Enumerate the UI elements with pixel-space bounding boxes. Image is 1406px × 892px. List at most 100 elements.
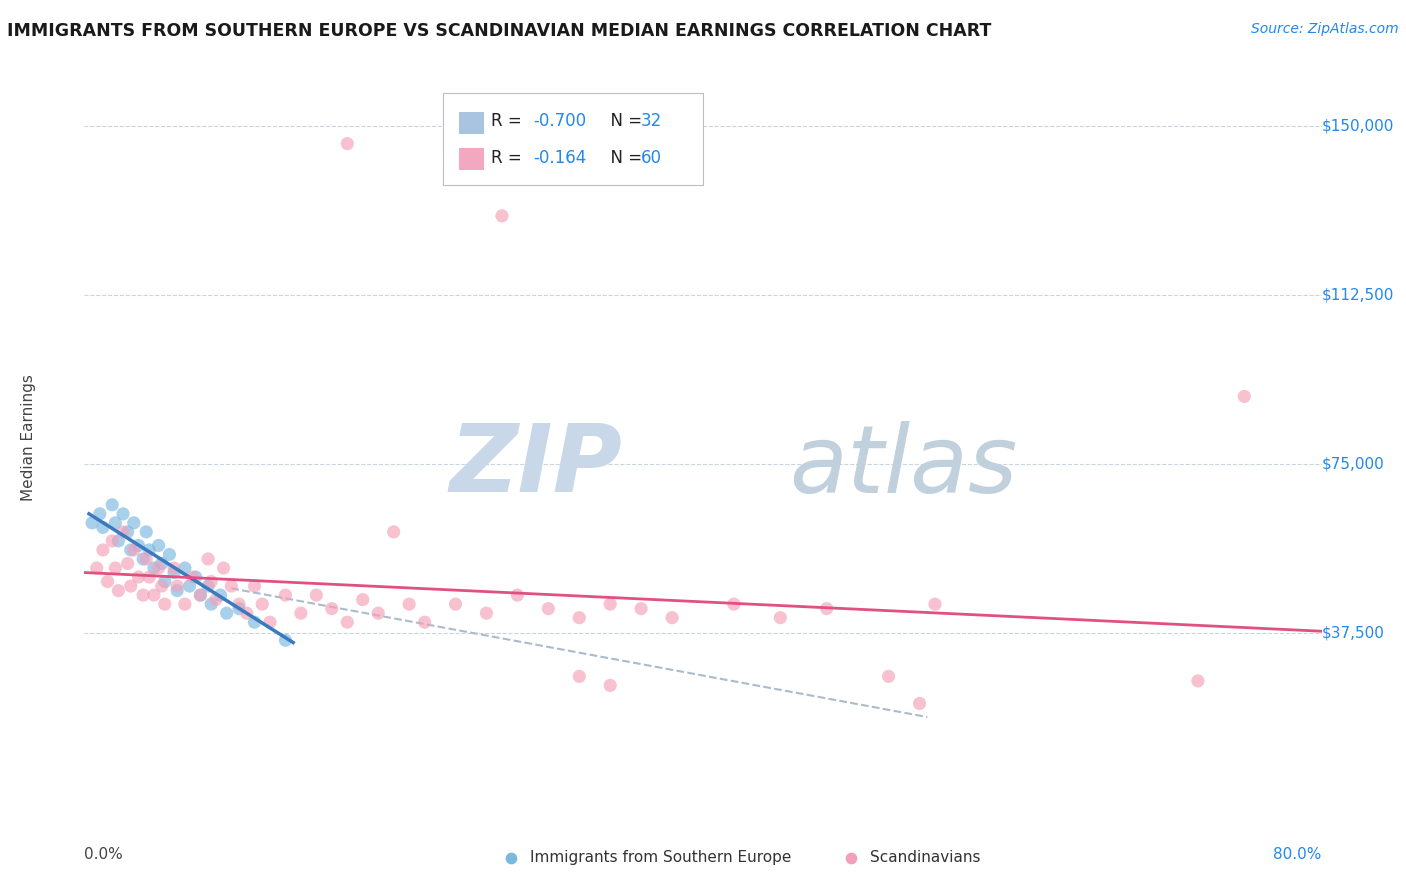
Point: [259, 615, 281, 630]
Point: [908, 697, 931, 711]
Text: $150,000: $150,000: [1322, 118, 1393, 133]
Point: [96, 574, 118, 589]
Point: [82, 516, 104, 530]
Point: [924, 597, 946, 611]
Point: [352, 592, 374, 607]
Point: [491, 209, 513, 223]
Point: [769, 610, 792, 624]
Point: [228, 601, 250, 615]
Point: [290, 606, 312, 620]
Point: [112, 524, 135, 539]
Point: [197, 552, 219, 566]
Point: [166, 583, 188, 598]
Point: [89, 507, 111, 521]
Text: 60: 60: [641, 149, 662, 167]
Text: 32: 32: [641, 112, 662, 130]
Text: Median Earnings: Median Earnings: [21, 374, 37, 500]
Point: [250, 597, 273, 611]
Text: $37,500: $37,500: [1322, 626, 1385, 641]
Point: [159, 548, 180, 562]
Point: [148, 538, 170, 552]
Point: [174, 561, 197, 575]
Point: [122, 543, 145, 558]
Point: [138, 543, 160, 558]
Point: [107, 583, 129, 598]
Point: [599, 597, 621, 611]
Point: [506, 588, 529, 602]
Text: $112,500: $112,500: [1322, 287, 1393, 302]
Point: [135, 524, 157, 539]
Point: [197, 579, 219, 593]
Point: [243, 615, 266, 630]
Point: [86, 561, 108, 575]
Point: [305, 588, 328, 602]
Point: [143, 588, 166, 602]
Point: [274, 588, 297, 602]
Point: [150, 557, 173, 571]
Text: R =: R =: [492, 112, 527, 130]
Point: [815, 601, 838, 615]
Point: [107, 533, 129, 548]
Point: [413, 615, 436, 630]
Point: [475, 606, 498, 620]
Point: [91, 543, 114, 558]
Point: [599, 678, 621, 692]
Point: [188, 588, 211, 602]
Text: N =: N =: [600, 149, 648, 167]
Point: [205, 592, 228, 607]
Point: [200, 597, 222, 611]
Text: atlas: atlas: [790, 421, 1018, 512]
Point: [336, 615, 359, 630]
Text: 80.0%: 80.0%: [1274, 847, 1322, 862]
Text: R =: R =: [492, 149, 527, 167]
Point: [209, 588, 232, 602]
Point: [153, 574, 176, 589]
Point: [91, 520, 114, 534]
Text: Scandinavians: Scandinavians: [870, 850, 980, 865]
Text: IMMIGRANTS FROM SOUTHERN EUROPE VS SCANDINAVIAN MEDIAN EARNINGS CORRELATION CHAR: IMMIGRANTS FROM SOUTHERN EUROPE VS SCAND…: [7, 22, 991, 40]
Text: Source: ZipAtlas.com: Source: ZipAtlas.com: [1251, 22, 1399, 37]
Point: [212, 561, 235, 575]
Point: [200, 574, 222, 589]
Point: [122, 516, 145, 530]
Point: [321, 601, 343, 615]
Point: [606, 796, 628, 810]
Point: [444, 597, 467, 611]
Point: [120, 579, 142, 593]
Text: $75,000: $75,000: [1322, 457, 1385, 472]
Point: [568, 669, 591, 683]
Point: [1233, 389, 1256, 403]
Point: [382, 524, 405, 539]
Point: [188, 588, 211, 602]
Point: [148, 561, 170, 575]
Point: [104, 561, 127, 575]
FancyBboxPatch shape: [443, 94, 703, 185]
Point: [117, 524, 139, 539]
Point: [138, 570, 160, 584]
Point: [143, 561, 166, 575]
Point: [166, 579, 188, 593]
Point: [184, 570, 207, 584]
Point: [117, 557, 139, 571]
Point: [568, 610, 591, 624]
Point: [398, 597, 420, 611]
Point: [336, 136, 359, 151]
Point: [630, 601, 652, 615]
Point: [112, 507, 135, 521]
Point: [132, 552, 155, 566]
Point: [215, 606, 238, 620]
FancyBboxPatch shape: [460, 112, 484, 134]
Point: [877, 669, 900, 683]
Point: [723, 597, 745, 611]
Point: [537, 601, 560, 615]
Point: [104, 516, 127, 530]
Point: [163, 561, 186, 575]
Text: 0.0%: 0.0%: [84, 847, 124, 862]
Point: [367, 606, 389, 620]
Point: [235, 606, 259, 620]
Point: [661, 610, 683, 624]
FancyBboxPatch shape: [460, 148, 484, 170]
Point: [181, 570, 204, 584]
Text: ZIP: ZIP: [450, 420, 623, 512]
Point: [150, 579, 173, 593]
